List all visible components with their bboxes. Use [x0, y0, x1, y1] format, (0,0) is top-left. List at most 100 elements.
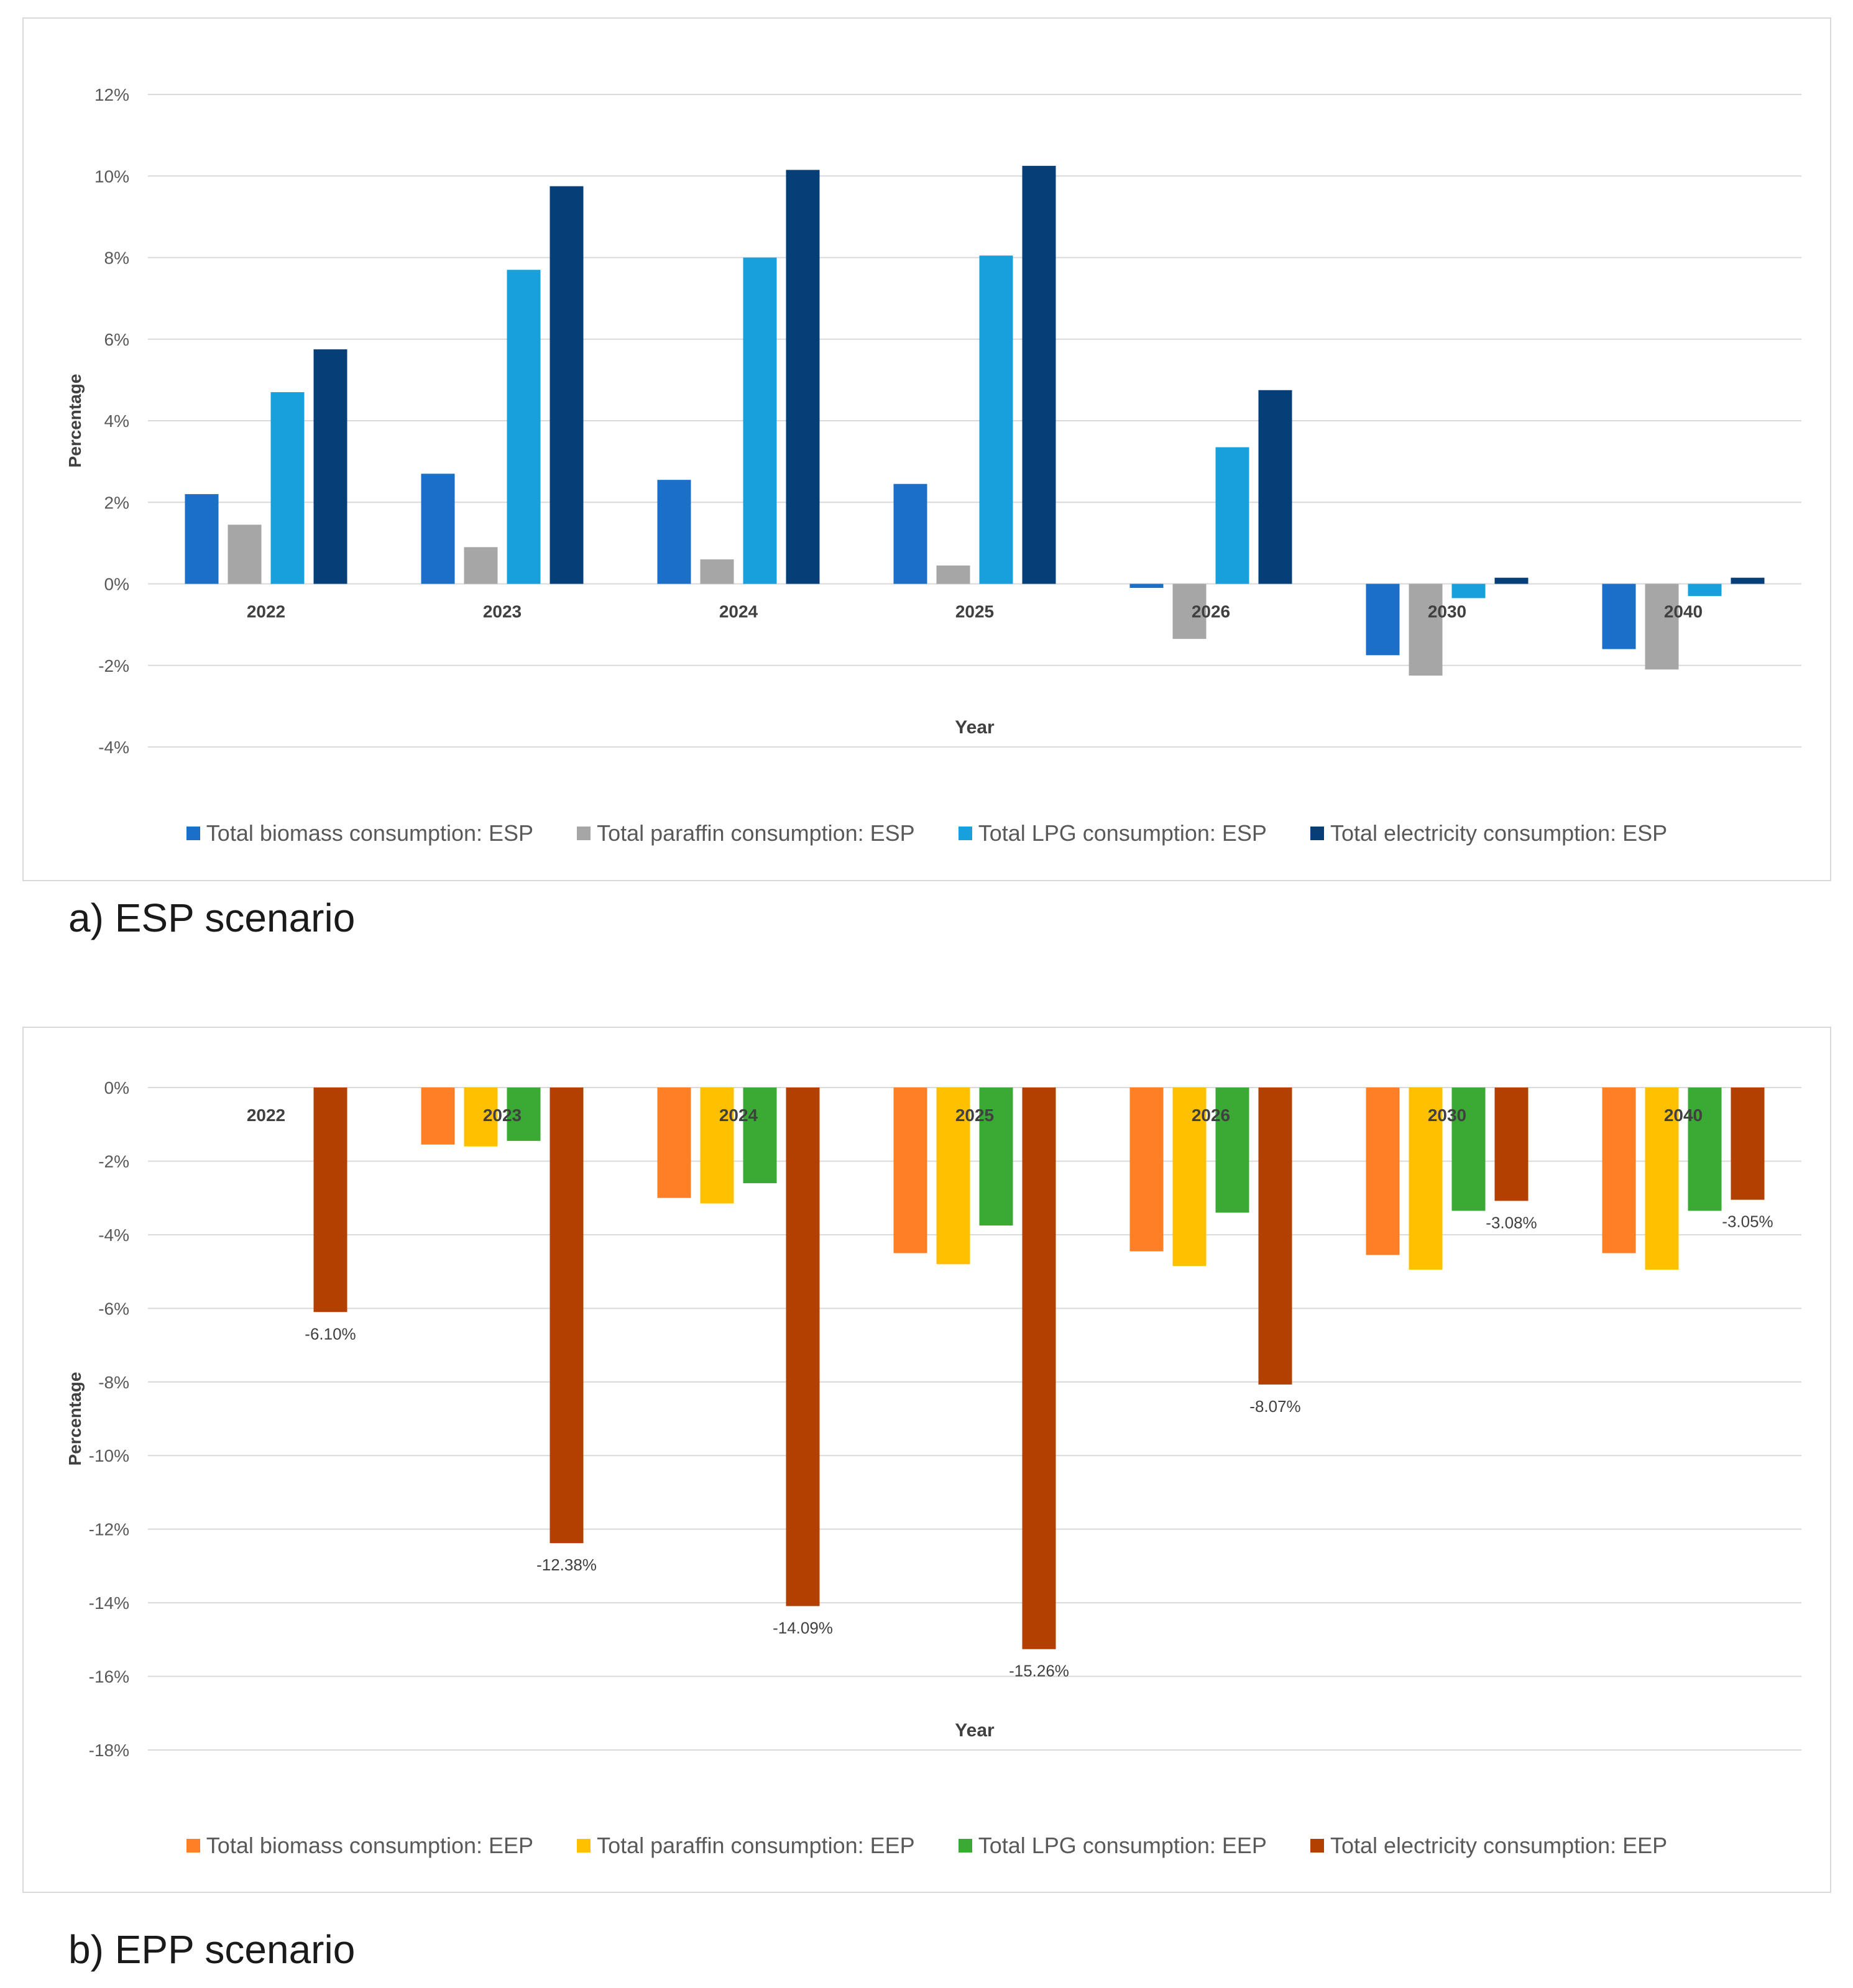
eep-chart-panel: 0% -2% -4% -6% -8% -10% -12% -14% -16% -18% 2022 20…	[22, 1027, 1831, 1893]
y-tick-label: 8%	[104, 249, 129, 268]
y-tick-label: 10%	[94, 167, 129, 186]
bar-eep-s3-2030	[1494, 1088, 1529, 1201]
bar-esp-s2-2024	[743, 257, 777, 584]
bar-eep-s1-2024	[700, 1088, 734, 1204]
legend-item: Total biomass consumption: ESP	[186, 820, 533, 846]
bar-esp-s2-2040	[1688, 584, 1722, 597]
bar-esp-s2-2030	[1451, 584, 1486, 598]
esp-chart-svg: 12% 10% 8% 6% 4% 2% 0% -2% -4% 2022 2023 2024 2025 20…	[65, 85, 1801, 757]
y-tick-label: -18%	[89, 1741, 129, 1760]
legend-swatch	[186, 1839, 200, 1853]
legend-item: Total LPG consumption: ESP	[958, 820, 1267, 846]
bar-eep-s0-2030	[1366, 1088, 1400, 1255]
bar-eep-s1-2023	[464, 1088, 498, 1147]
eep-legend: Total biomass consumption: EEP Total para…	[24, 1833, 1830, 1859]
y-tick-label: -4%	[98, 1225, 129, 1245]
data-label: -14.09%	[773, 1618, 833, 1637]
bar-eep-s3-2022	[313, 1088, 347, 1312]
y-tick-label: -12%	[89, 1520, 129, 1539]
bar-esp-s1-2023	[464, 547, 498, 584]
legend-item: Total paraffin consumption: ESP	[577, 820, 915, 846]
y-tick-label: 2%	[104, 493, 129, 512]
eep-chart-svg: 0% -2% -4% -6% -8% -10% -12% -14% -16% -18% 2022 20…	[65, 1078, 1801, 1760]
eep-caption: b) EPP scenario	[68, 1927, 356, 1972]
y-axis-title: Percentage	[65, 374, 85, 468]
y-tick-label: -10%	[89, 1446, 129, 1465]
y-tick-label: -16%	[89, 1667, 129, 1687]
x-category-label: 2023	[483, 1106, 522, 1125]
x-category-label: 2025	[955, 1106, 994, 1125]
legend-swatch	[958, 827, 972, 840]
x-category-label: 2024	[719, 602, 758, 621]
bar-eep-s0-2025	[893, 1088, 927, 1253]
bar-eep-s1-2025	[936, 1088, 970, 1265]
y-tick-label: 0%	[104, 575, 129, 594]
bar-esp-s2-2023	[507, 270, 541, 584]
x-category-label: 2026	[1192, 1106, 1230, 1125]
bar-esp-s3-2026	[1258, 390, 1292, 584]
bar-eep-s2-2023	[507, 1088, 541, 1141]
y-tick-label: 0%	[104, 1078, 129, 1097]
x-category-label: 2040	[1664, 1106, 1703, 1125]
y-axis-title: Percentage	[65, 1372, 85, 1466]
data-label: -12.38%	[536, 1555, 597, 1574]
y-tick-label: -14%	[89, 1593, 129, 1613]
bar-eep-s3-2026	[1258, 1088, 1292, 1385]
y-tick-label: -6%	[98, 1299, 129, 1318]
legend-swatch	[577, 1839, 591, 1853]
bar-esp-s1-2024	[700, 559, 734, 584]
legend-item: Total LPG consumption: EEP	[958, 1833, 1267, 1859]
bar-eep-s2-2030	[1451, 1088, 1486, 1211]
bar-eep-s3-2025	[1022, 1088, 1056, 1649]
bar-eep-s0-2026	[1129, 1088, 1164, 1252]
y-tick-label: 6%	[104, 330, 129, 349]
data-label: -3.08%	[1486, 1213, 1537, 1232]
bar-esp-s1-2026	[1172, 584, 1207, 639]
bar-esp-s0-2022	[185, 494, 219, 584]
y-tick-label: -2%	[98, 656, 129, 676]
bar-eep-s2-2040	[1688, 1088, 1722, 1211]
bar-esp-s0-2023	[421, 474, 455, 584]
esp-caption: a) ESP scenario	[68, 896, 356, 940]
bar-esp-s3-2040	[1731, 577, 1765, 584]
y-tick-label: 4%	[104, 411, 129, 431]
y-tick-label: 12%	[94, 85, 129, 104]
bar-eep-s0-2023	[421, 1088, 455, 1145]
bar-esp-s2-2026	[1215, 447, 1249, 584]
bar-eep-s1-2030	[1409, 1088, 1443, 1270]
bar-esp-s3-2022	[313, 349, 347, 584]
legend-swatch	[186, 827, 200, 840]
x-axis-title: Year	[955, 717, 995, 738]
x-category-label: 2022	[247, 602, 285, 621]
legend-item: Total electricity consumption: ESP	[1310, 820, 1667, 846]
legend-item: Total electricity consumption: EEP	[1310, 1833, 1667, 1859]
x-category-label: 2030	[1428, 602, 1466, 621]
y-tick-label: -4%	[98, 738, 129, 757]
bar-eep-s2-2025	[979, 1088, 1013, 1226]
legend-label: Total electricity consumption: ESP	[1330, 820, 1668, 846]
x-axis-title: Year	[955, 1720, 995, 1741]
legend-label: Total biomass consumption: ESP	[206, 820, 534, 846]
legend-item: Total biomass consumption: EEP	[186, 1833, 533, 1859]
bar-eep-s3-2024	[786, 1088, 820, 1606]
x-category-label: 2022	[247, 1106, 285, 1125]
legend-label: Total LPG consumption: ESP	[978, 820, 1267, 846]
x-category-label: 2026	[1192, 602, 1230, 621]
legend-label: Total paraffin consumption: EEP	[597, 1833, 915, 1858]
x-category-label: 2040	[1664, 602, 1703, 621]
legend-swatch	[1310, 827, 1324, 840]
bar-esp-s1-2025	[936, 565, 970, 584]
bar-esp-s0-2024	[657, 480, 691, 584]
y-tick-label: -8%	[98, 1373, 129, 1392]
bar-esp-s1-2030	[1409, 584, 1443, 676]
legend-swatch	[958, 1839, 972, 1853]
bar-esp-s2-2022	[270, 392, 305, 584]
bar-esp-s0-2026	[1129, 584, 1164, 589]
x-category-label: 2023	[483, 602, 522, 621]
y-tick-label: -2%	[98, 1152, 129, 1171]
bar-esp-s3-2024	[786, 170, 820, 584]
bar-eep-s2-2026	[1215, 1088, 1249, 1213]
bar-eep-s1-2026	[1172, 1088, 1207, 1267]
bar-esp-s3-2030	[1494, 577, 1529, 584]
data-label: -15.26%	[1009, 1662, 1069, 1680]
